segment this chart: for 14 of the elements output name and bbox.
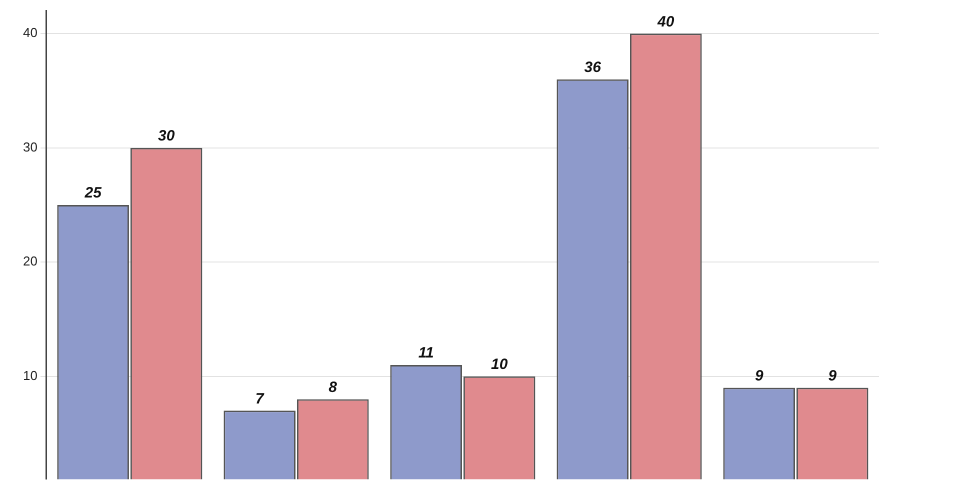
y-tick-label: 30: [22, 139, 38, 154]
data-label: 40: [656, 13, 675, 30]
data-label: 36: [584, 58, 602, 76]
data-label: 8: [328, 378, 338, 396]
data-label: 30: [158, 128, 176, 145]
data-label: 25: [84, 184, 102, 202]
data-label: 11: [418, 344, 434, 362]
y-tick-label: 20: [22, 254, 38, 269]
y-tick-label: 40: [22, 25, 38, 40]
data-label: 9: [828, 367, 838, 384]
data-label: 10: [491, 356, 508, 374]
data-label: 7: [255, 390, 264, 408]
y-tick-label: 10: [22, 368, 38, 383]
data-label: 9: [754, 367, 764, 384]
